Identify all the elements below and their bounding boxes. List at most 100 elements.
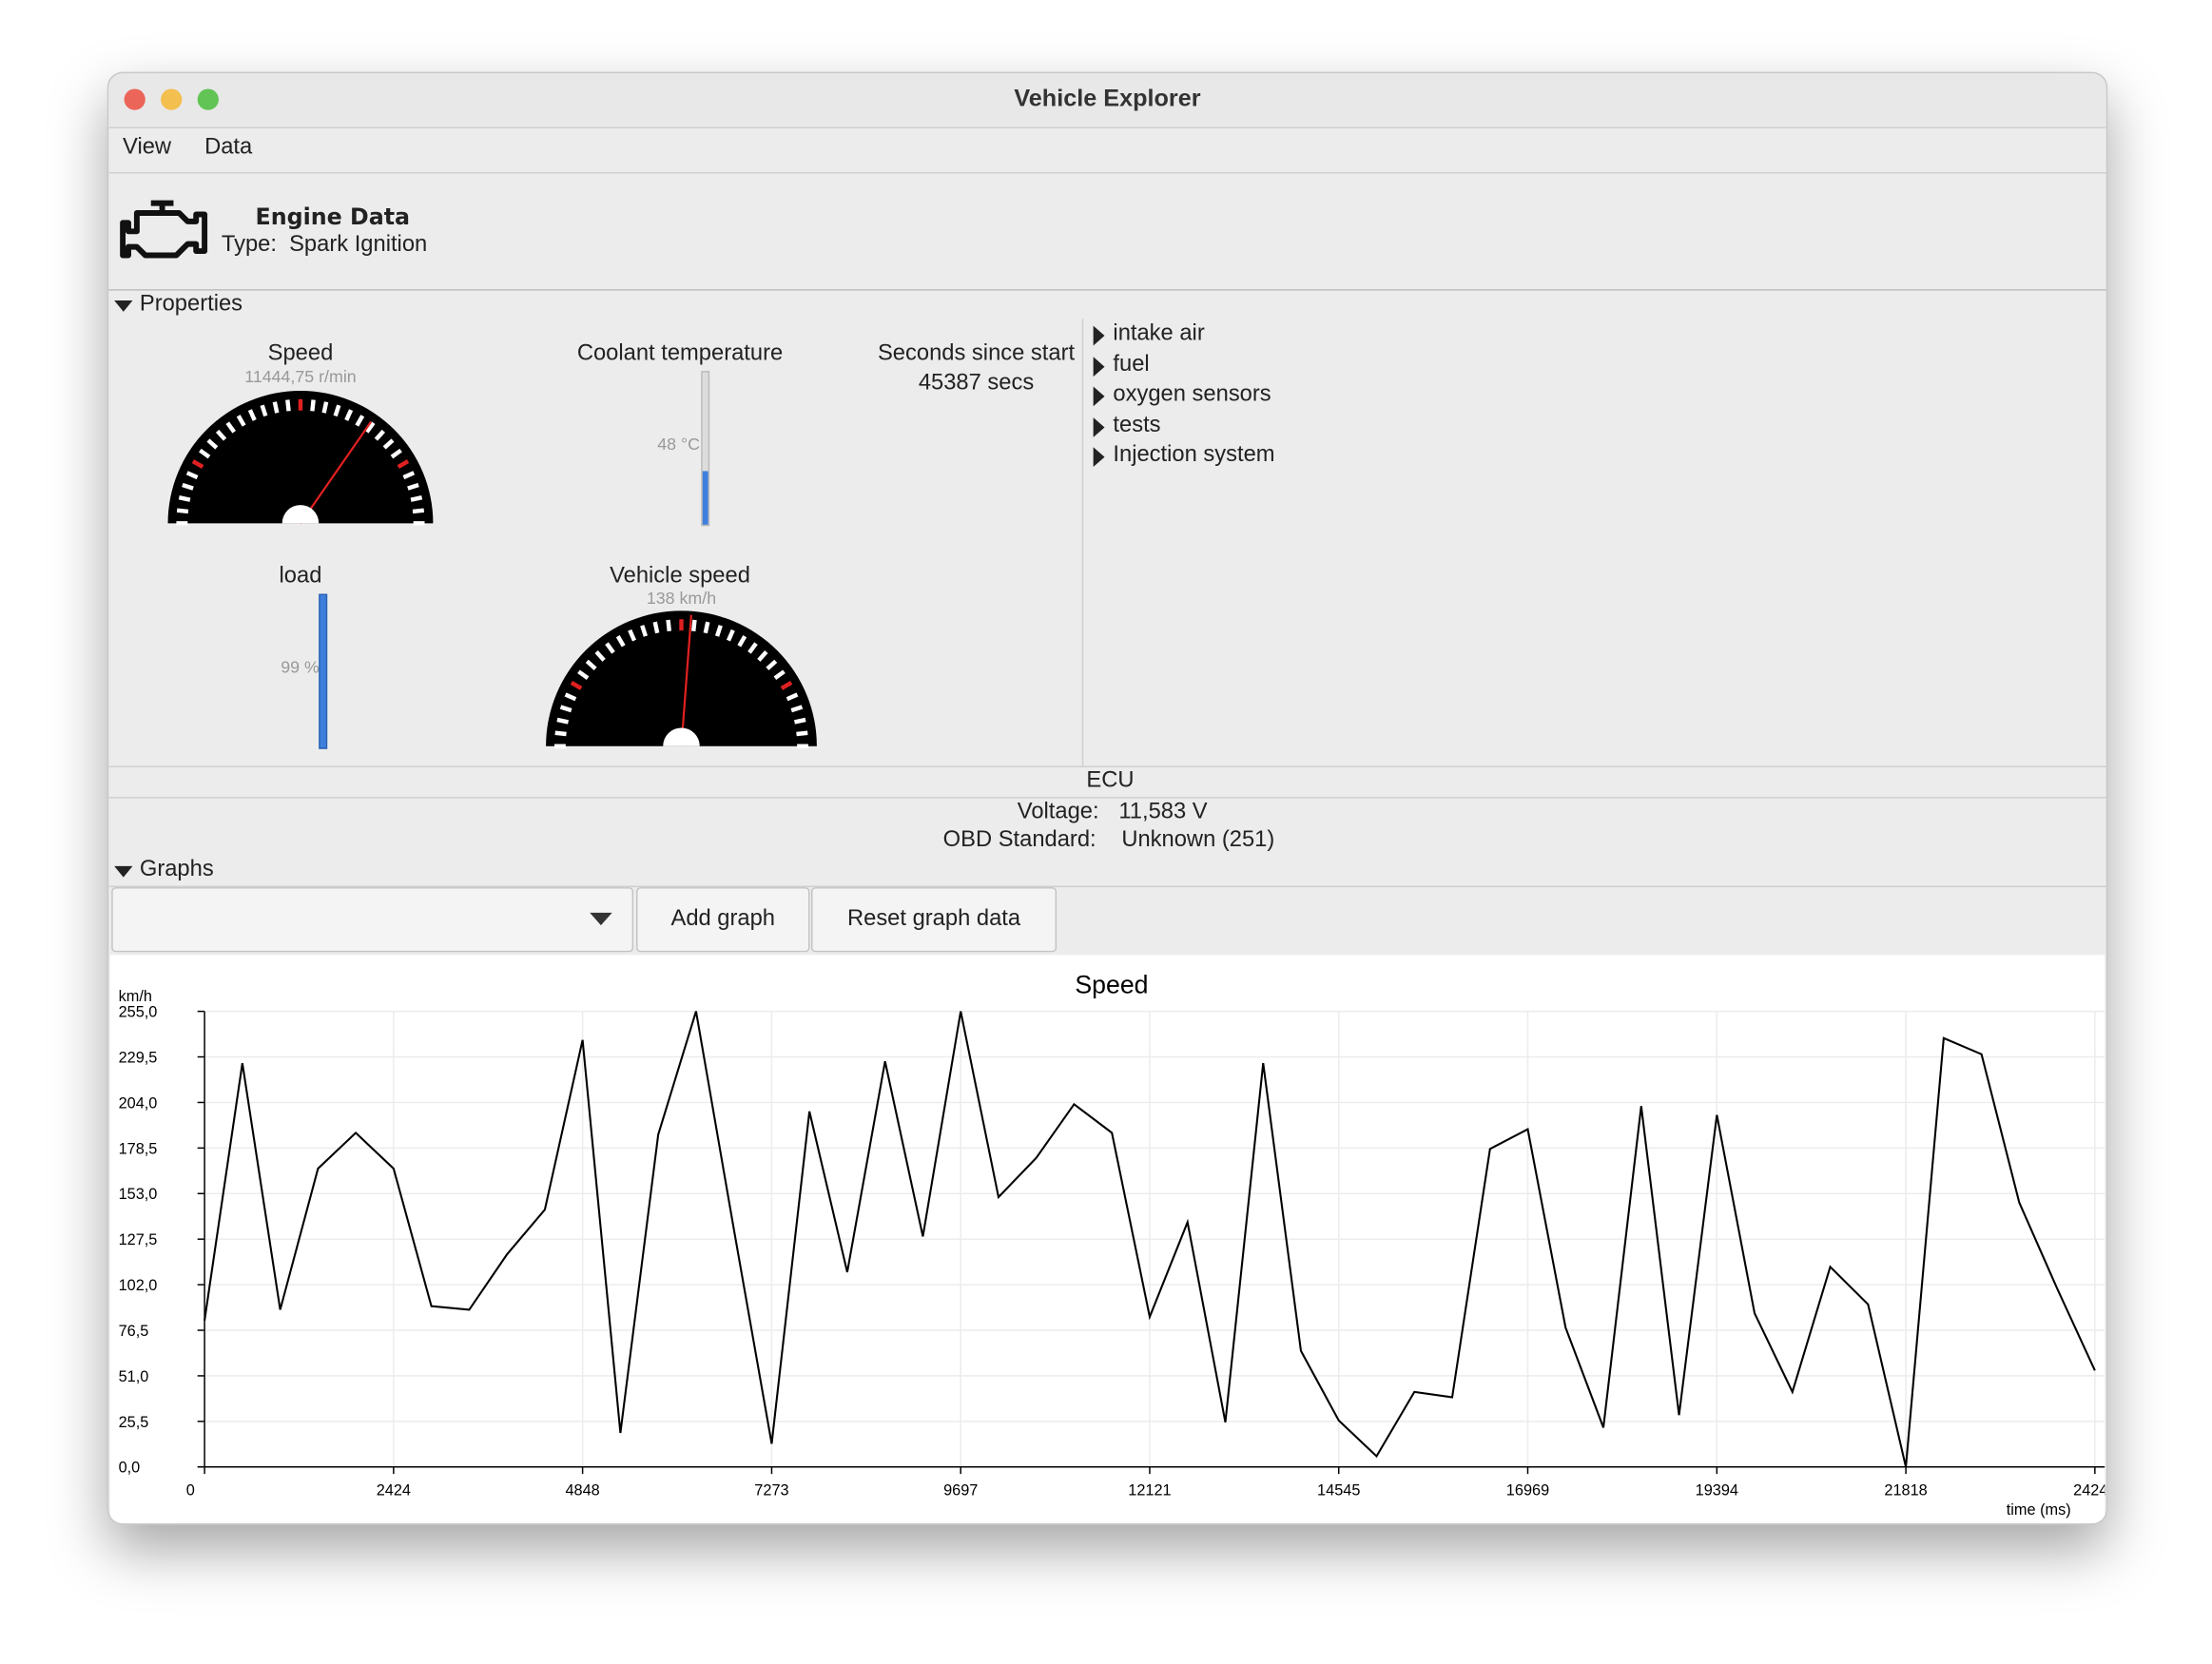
y-tick-label: 153,0: [119, 1186, 158, 1203]
separator: [108, 289, 2106, 291]
header-type: Spark Ignition: [289, 232, 428, 257]
gauge-tick: [191, 459, 204, 469]
gauge-tick: [382, 438, 395, 450]
x-tick-label: 16969: [1506, 1481, 1549, 1499]
gauge-tick: [364, 421, 376, 434]
gauge-tick: [747, 642, 758, 654]
chart: Speed km/h time (ms) 0,0 25,5 51,0 76,5 102,0 12…: [109, 955, 2105, 1524]
y-tick-label: 76,5: [119, 1323, 149, 1340]
tree-item[interactable]: oxygen sensors: [1113, 382, 1271, 407]
tree-arrow[interactable]: [1093, 386, 1105, 407]
gauge-tick: [640, 625, 649, 637]
gauge-hub: [281, 505, 320, 524]
gauge-tick: [615, 634, 626, 648]
load-bar: [319, 593, 328, 749]
gauge-tick: [272, 401, 280, 414]
reset-graph-button[interactable]: Reset graph data: [810, 887, 1057, 953]
menu-item[interactable]: View: [123, 135, 172, 160]
gauge-tick: [410, 495, 423, 502]
gauge-reading: 99 %: [281, 657, 320, 678]
window-title: Vehicle Explorer: [1014, 85, 1201, 112]
y-tick-label: 204,0: [119, 1094, 158, 1112]
x-axis-label: time (ms): [2007, 1501, 2071, 1519]
y-tick-label: 229,5: [119, 1049, 158, 1066]
y-tick-label: 178,5: [119, 1140, 158, 1157]
gauge-tick: [390, 448, 402, 459]
x-tick-label: 12121: [1128, 1481, 1171, 1499]
field-label: OBD Standard:: [942, 827, 1096, 852]
add-graph-button[interactable]: Add graph: [636, 887, 810, 953]
gauge-tick: [726, 629, 735, 642]
gauge-tick: [333, 404, 341, 417]
line-series: [204, 1011, 2096, 1467]
close-button[interactable]: [124, 88, 146, 110]
gauge-tick: [652, 621, 660, 634]
gauge-tick: [247, 409, 257, 421]
separator: [1081, 319, 1084, 767]
gauge-tick: [786, 692, 799, 702]
ecu-title: ECU: [1086, 768, 1135, 793]
gauge-reading: 11444,75 r/min: [244, 366, 357, 387]
section-title[interactable]: Graphs: [139, 857, 214, 882]
gauge-tick: [412, 508, 425, 514]
tree-arrow[interactable]: [1093, 447, 1105, 468]
tree-item[interactable]: fuel: [1113, 352, 1150, 377]
window: Vehicle Explorer View Data Engine Data T…: [107, 71, 2108, 1525]
gauge-tick: [585, 659, 597, 670]
tree-arrow[interactable]: [1093, 356, 1105, 377]
field-value: Unknown (251): [1121, 827, 1275, 852]
gauge-dial: [167, 390, 434, 524]
engine-icon: [120, 200, 208, 259]
tree-item[interactable]: intake air: [1113, 321, 1205, 346]
minimize-button[interactable]: [161, 88, 183, 110]
gauge-label: Vehicle speed: [610, 564, 750, 589]
gauge-tick: [236, 415, 246, 427]
x-tick-label: 9697: [943, 1481, 978, 1499]
gauge-tick: [407, 482, 419, 491]
section-title[interactable]: Properties: [139, 292, 243, 317]
thermometer: [701, 371, 710, 527]
zoom-button[interactable]: [197, 88, 219, 110]
gauge-reading: 138 km/h: [646, 588, 717, 609]
tree-arrow[interactable]: [1093, 325, 1105, 346]
collapse-arrow[interactable]: [114, 298, 134, 315]
gauge-tick: [215, 429, 227, 441]
separator: [108, 885, 2106, 888]
gauge-tick: [690, 619, 697, 631]
menu-item[interactable]: Data: [204, 135, 253, 160]
gauge-tick: [397, 459, 410, 469]
gauge-tick: [355, 415, 365, 427]
tree-item[interactable]: tests: [1113, 413, 1161, 437]
gauge-tick: [182, 482, 194, 491]
gauge-tick: [556, 717, 569, 725]
gauge-tick: [206, 438, 219, 450]
y-tick-label: 102,0: [119, 1277, 158, 1294]
gauge-tick: [199, 448, 211, 459]
tree-item[interactable]: Injection system: [1113, 443, 1275, 468]
gauge-needle: [680, 614, 692, 746]
gauge-tick: [310, 399, 316, 412]
chart-title: Speed: [1075, 970, 1148, 998]
collapse-arrow[interactable]: [114, 863, 134, 880]
gauge-tick: [605, 642, 615, 654]
header-title: Engine Data: [255, 203, 411, 230]
tree-arrow[interactable]: [1093, 416, 1105, 437]
x-tick-label: 2424: [377, 1481, 411, 1499]
x-tick-label: 0: [186, 1481, 195, 1499]
gauge-tick: [225, 421, 237, 434]
gauge-tick: [794, 717, 806, 725]
seconds-label: Seconds since start: [877, 340, 1076, 366]
header-type-label: Type:: [221, 232, 277, 257]
gauge-tick: [176, 508, 189, 514]
gauge-tick: [321, 401, 329, 414]
gauge-tick: [285, 399, 291, 412]
x-tick-label: 4848: [565, 1481, 599, 1499]
gauge-dial: [546, 610, 817, 746]
gauges: [167, 390, 817, 748]
title-bar: [108, 73, 2106, 128]
gauge-tick: [554, 730, 567, 737]
graph-combo[interactable]: [111, 887, 634, 953]
gauge-hub: [663, 727, 700, 746]
gauge-needle: [300, 420, 373, 524]
